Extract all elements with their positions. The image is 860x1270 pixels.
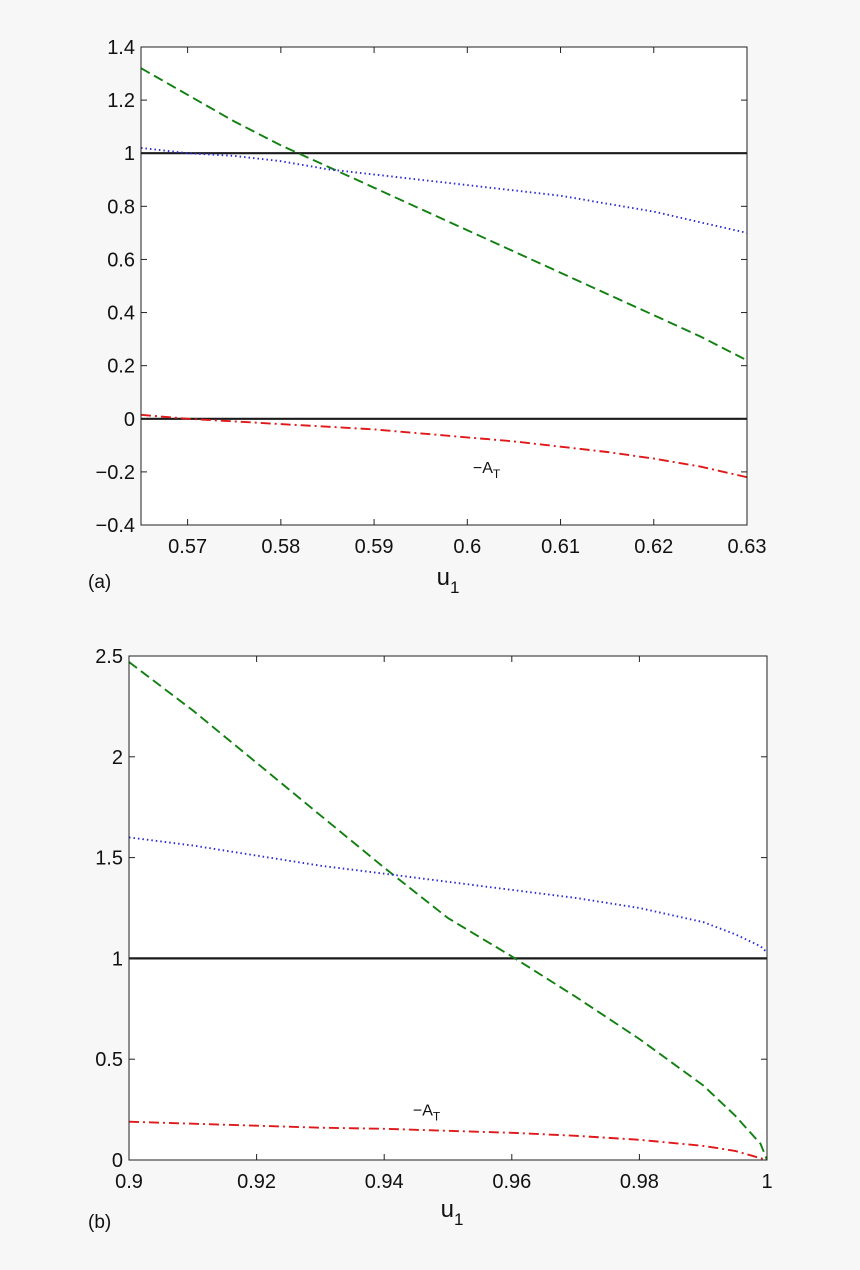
x-tick-label: 1 <box>761 1171 772 1193</box>
y-tick-label: 0 <box>124 409 135 431</box>
chart-panel-a: 0.57 0.58 0.59 0.6 0.61 0.62 0.63−0.4−0.200.20… <box>88 37 766 597</box>
x-tick-label: 0.58 <box>261 536 300 558</box>
x-tick-label: 0.6 <box>453 536 481 558</box>
y-tick-label: 0 <box>112 1150 123 1172</box>
y-tick-label: −0.2 <box>96 462 135 484</box>
x-tick-label: 0.96 <box>492 1171 531 1193</box>
y-tick-label: 0.6 <box>107 249 135 271</box>
x-tick-label: 0.57 <box>168 536 207 558</box>
series-line-dashed <box>129 661 767 1160</box>
series-line-dotted <box>141 146 747 234</box>
series-line-dashed <box>141 67 747 362</box>
y-tick-label: 1.4 <box>107 37 135 59</box>
plot-frame <box>140 46 748 526</box>
plot-area <box>141 47 747 525</box>
y-tick-label: 0.8 <box>107 196 135 218</box>
x-tick-label: 0.98 <box>620 1171 659 1193</box>
y-tick-label: 2 <box>112 747 123 769</box>
series-annotation: −AT <box>473 460 501 481</box>
y-tick-label: 1 <box>124 143 135 165</box>
y-tick-label: 0.2 <box>107 356 135 378</box>
x-tick-label: 0.92 <box>237 1171 276 1193</box>
y-tick-label: 1 <box>112 948 123 970</box>
panel-label: (b) <box>88 1212 111 1233</box>
x-axis-label: u1 <box>441 1196 464 1229</box>
y-tick-label: 0.5 <box>95 1049 123 1071</box>
x-tick-label: 0.94 <box>365 1171 404 1193</box>
x-tick-label: 0.59 <box>355 536 394 558</box>
x-tick-label: 0.9 <box>115 1171 143 1193</box>
y-tick-label: 0.4 <box>107 303 135 325</box>
y-tick-label: −0.4 <box>96 515 135 537</box>
x-tick-label: 0.63 <box>728 536 767 558</box>
plot-frame <box>128 655 768 1161</box>
y-tick-label: 1.5 <box>95 848 123 870</box>
x-tick-label: 0.62 <box>634 536 673 558</box>
y-tick-label: 2.5 <box>95 646 123 668</box>
plot-area <box>129 656 767 1160</box>
y-tick-label: 1.2 <box>107 90 135 112</box>
x-axis-label: u1 <box>437 564 460 597</box>
series-line-dashdot <box>141 413 747 479</box>
x-tick-label: 0.61 <box>541 536 580 558</box>
series-line-dashdot <box>129 1120 767 1160</box>
series-annotation: −AT <box>413 1103 441 1124</box>
chart-panel-b: 0.9 0.92 0.94 0.96 0.98 1 0 0.5 1 1.5 2 2.5 u1 (b) −AT <box>88 646 773 1233</box>
panel-label: (a) <box>88 572 111 593</box>
